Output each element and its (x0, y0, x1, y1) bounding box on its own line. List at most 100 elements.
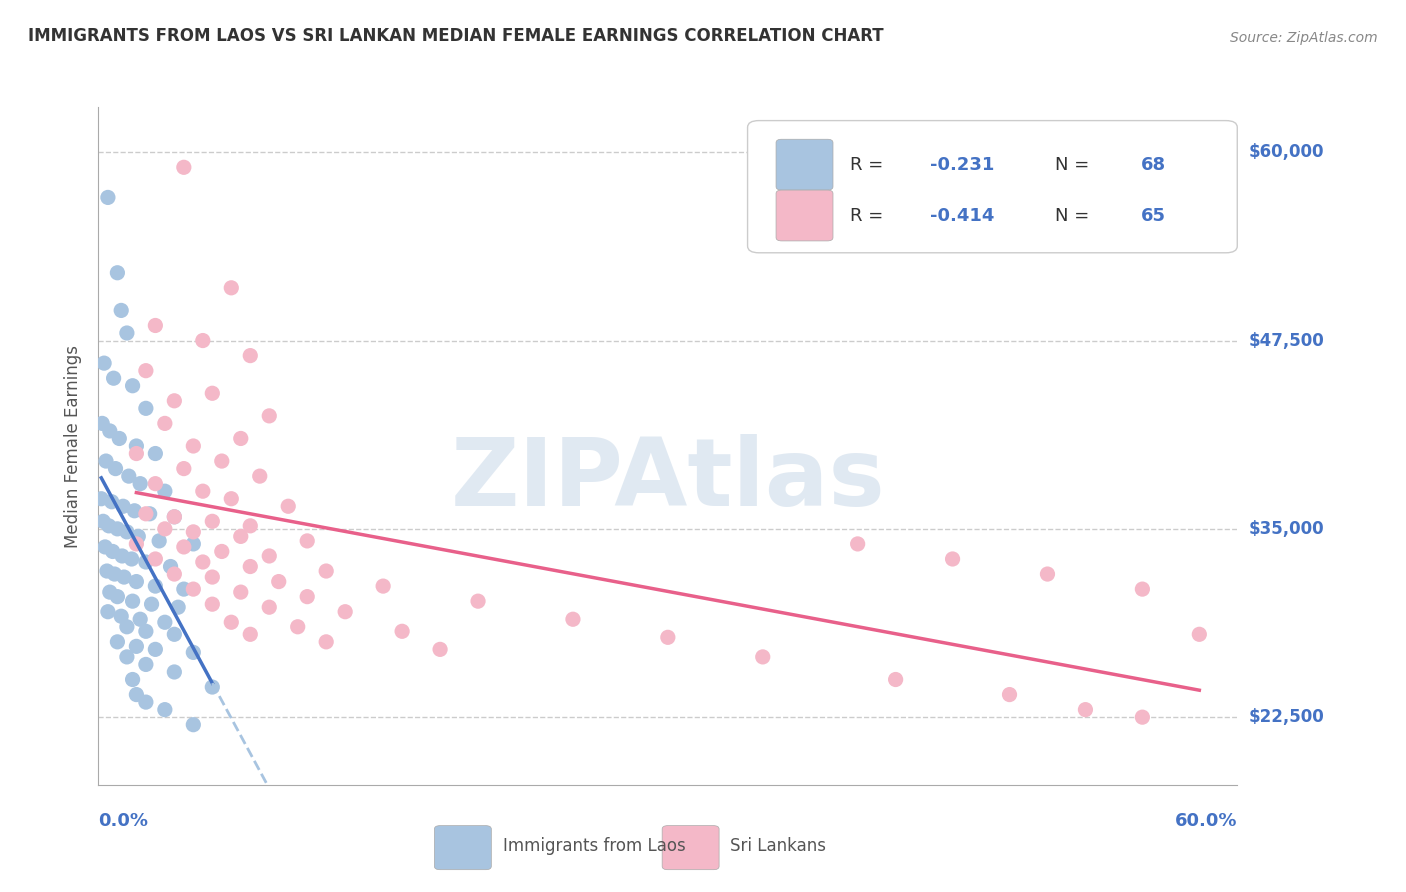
Point (94, 540, 117, 554)
Point (93, 356, 115, 370)
Point (129, 612, 152, 626)
Point (315, 635, 337, 649)
Point (167, 600, 190, 615)
Point (148, 533, 170, 548)
Text: $47,500: $47,500 (1249, 332, 1324, 350)
Text: $35,000: $35,000 (1249, 520, 1324, 538)
Point (315, 564, 337, 578)
Point (998, 688, 1021, 702)
Point (129, 476, 152, 491)
FancyBboxPatch shape (434, 826, 491, 870)
Text: -0.231: -0.231 (929, 156, 994, 174)
FancyBboxPatch shape (748, 120, 1237, 252)
Point (942, 552, 965, 566)
Point (239, 519, 262, 533)
Point (98, 424, 121, 438)
Point (221, 281, 243, 295)
Point (138, 507, 160, 521)
Point (239, 627, 262, 641)
Text: Sri Lankans: Sri Lankans (731, 837, 827, 855)
Point (229, 585, 252, 599)
Text: N =: N = (1054, 207, 1095, 225)
Point (107, 522, 129, 536)
Point (657, 630, 679, 644)
Point (191, 555, 214, 569)
Point (183, 524, 205, 539)
Point (121, 594, 143, 608)
Point (1074, 703, 1097, 717)
Point (183, 582, 205, 596)
Text: -0.414: -0.414 (929, 207, 994, 225)
Y-axis label: Median Female Earnings: Median Female Earnings (65, 344, 83, 548)
Point (267, 574, 290, 589)
Point (1132, 582, 1154, 596)
Point (100, 494, 122, 508)
Point (125, 439, 148, 453)
Point (163, 627, 186, 641)
Point (884, 673, 907, 687)
Point (163, 509, 186, 524)
Point (125, 640, 148, 654)
Point (183, 717, 205, 731)
Point (101, 544, 124, 558)
Point (371, 579, 394, 593)
Point (259, 549, 281, 563)
Point (111, 549, 134, 563)
Point (135, 364, 157, 378)
Point (159, 559, 181, 574)
Point (429, 642, 451, 657)
Point (752, 649, 775, 664)
Point (562, 612, 585, 626)
Point (211, 454, 233, 468)
Point (125, 688, 148, 702)
Point (121, 552, 143, 566)
Point (135, 695, 157, 709)
FancyBboxPatch shape (662, 826, 718, 870)
Point (163, 509, 186, 524)
Point (94, 454, 117, 468)
Point (183, 439, 205, 453)
Point (163, 665, 186, 679)
Point (91, 514, 114, 528)
Point (846, 537, 869, 551)
Point (249, 469, 271, 483)
Point (259, 600, 281, 615)
Point (201, 514, 224, 528)
Point (221, 615, 243, 630)
Point (124, 504, 146, 518)
Point (97, 190, 120, 204)
Point (96, 564, 118, 578)
Point (135, 401, 157, 416)
Point (201, 680, 224, 694)
FancyBboxPatch shape (776, 139, 832, 190)
Point (115, 326, 138, 340)
Point (115, 649, 138, 664)
Text: IMMIGRANTS FROM LAOS VS SRI LANKAN MEDIAN FEMALE EARNINGS CORRELATION CHART: IMMIGRANTS FROM LAOS VS SRI LANKAN MEDIA… (28, 27, 884, 45)
Point (112, 500, 135, 514)
Point (239, 349, 262, 363)
Point (297, 590, 319, 604)
Text: Source: ZipAtlas.com: Source: ZipAtlas.com (1230, 30, 1378, 45)
Point (153, 522, 176, 536)
Point (145, 476, 167, 491)
Point (107, 590, 129, 604)
Text: $60,000: $60,000 (1249, 144, 1324, 161)
Point (221, 491, 243, 506)
Point (1188, 627, 1211, 641)
Text: $22,500: $22,500 (1249, 708, 1324, 726)
Point (145, 642, 167, 657)
Point (115, 524, 138, 539)
Point (173, 540, 195, 554)
Point (153, 615, 176, 630)
Point (173, 461, 195, 475)
Text: Immigrants from Laos: Immigrants from Laos (503, 837, 686, 855)
Point (201, 570, 224, 584)
Point (112, 570, 135, 584)
Point (125, 537, 148, 551)
Point (118, 469, 141, 483)
Point (97, 519, 120, 533)
Point (297, 533, 319, 548)
Point (163, 567, 186, 582)
Point (191, 484, 214, 499)
Point (115, 620, 138, 634)
